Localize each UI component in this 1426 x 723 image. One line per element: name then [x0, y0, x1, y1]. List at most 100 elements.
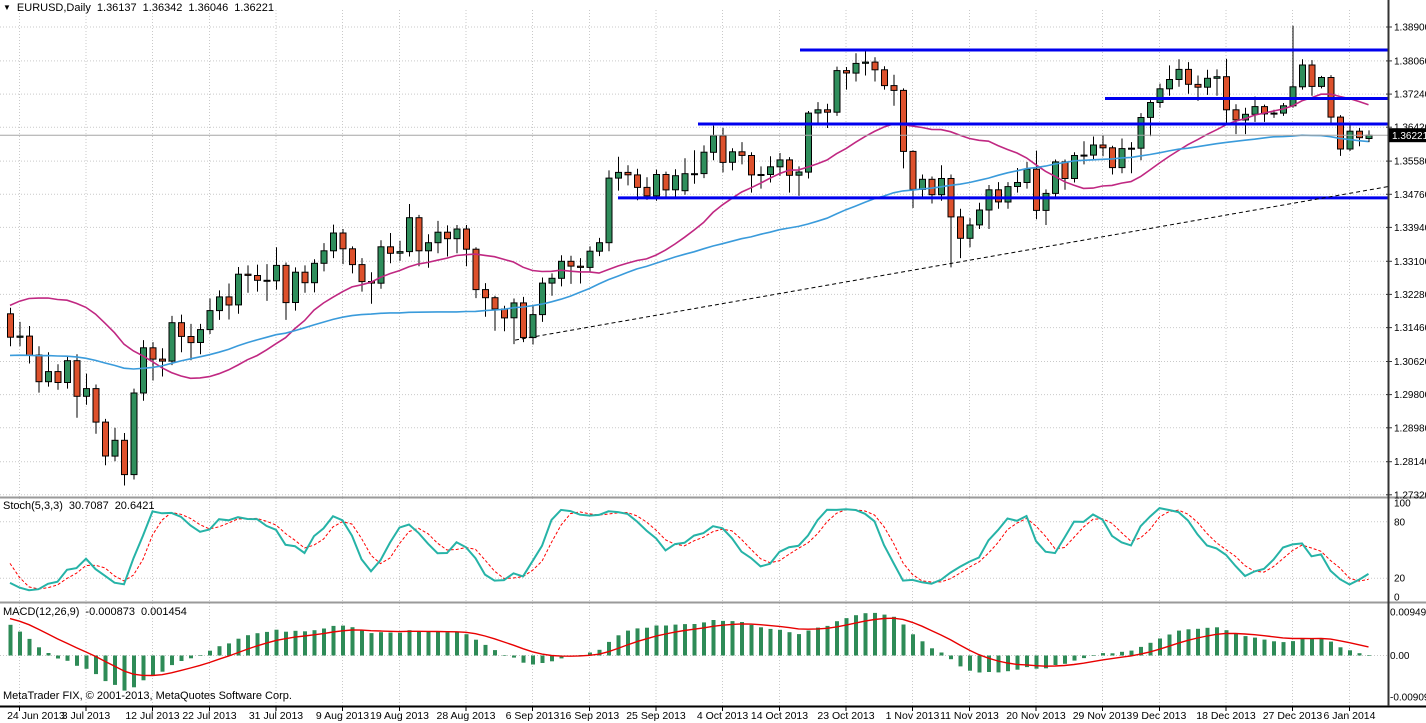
candle-body — [862, 61, 869, 64]
date-tick-label: 3 Jul 2013 — [62, 710, 111, 722]
candle-body — [1023, 168, 1031, 183]
stoch-name: Stoch(5,3,3) — [3, 500, 63, 512]
candle-body — [1109, 147, 1116, 169]
candle-body — [881, 69, 888, 87]
date-tick-label: 22 Jul 2013 — [182, 710, 236, 722]
macd-bar — [654, 625, 659, 656]
macd-bar — [1281, 642, 1286, 656]
macd-bar — [740, 622, 744, 656]
date-tick-label: 23 Oct 2013 — [817, 710, 874, 722]
macd-bar — [1338, 647, 1343, 656]
candle-body — [748, 155, 755, 176]
candle-body — [1251, 106, 1259, 115]
price-axis[interactable] — [1389, 0, 1426, 706]
macd-bar — [341, 625, 345, 656]
date-tick-label: 11 Nov 2013 — [940, 710, 999, 722]
macd-bar — [702, 622, 706, 656]
macd-bar — [303, 631, 307, 656]
macd-bar — [1300, 638, 1305, 656]
candle-body — [520, 302, 527, 339]
date-tick-label: 16 Sep 2013 — [560, 710, 620, 722]
candle-body — [900, 89, 907, 152]
date-axis[interactable] — [0, 707, 1426, 723]
candle-body — [577, 265, 584, 268]
candle-body — [795, 171, 803, 176]
macd-bar — [1215, 627, 1219, 656]
symbol-ohlc-header: ▼ EURUSD,Daily 1.36137 1.36342 1.36046 1.3622… — [3, 2, 280, 14]
candle-body — [890, 85, 898, 91]
macd-bar — [8, 624, 13, 656]
macd-bar — [312, 630, 317, 656]
candle-body — [73, 360, 81, 397]
candle-body — [425, 242, 432, 252]
symbol-dropdown-icon[interactable]: ▼ — [3, 3, 11, 12]
macd-bar — [436, 631, 440, 656]
candle-body — [1204, 77, 1211, 88]
candle-body — [358, 264, 366, 283]
macd-signal-line — [9, 617, 1369, 677]
candle-body — [928, 178, 936, 196]
macd-bar — [977, 655, 982, 673]
macd-bar — [360, 630, 364, 656]
date-tick-label: 9 Dec 2013 — [1133, 710, 1187, 722]
candle-body — [1213, 76, 1221, 79]
candle-body — [1356, 130, 1363, 139]
stoch-scale-label: 20 — [1394, 574, 1406, 585]
stoch-plot-area[interactable] — [0, 498, 1388, 602]
macd-bar — [1158, 638, 1162, 656]
macd-bar — [369, 633, 374, 656]
macd-bar — [1015, 655, 1020, 670]
candle-body — [824, 109, 831, 113]
macd-bar — [132, 655, 136, 688]
candle-body — [833, 70, 841, 113]
macd-bar — [113, 655, 117, 685]
macd-bar — [873, 612, 877, 656]
candle-body — [64, 360, 71, 384]
main-plot-area[interactable] — [0, 0, 1388, 497]
macd-bar — [1272, 641, 1276, 656]
candle-body — [453, 228, 461, 240]
candle-body — [491, 297, 499, 310]
macd-bar — [844, 618, 849, 656]
candle-body — [187, 336, 195, 344]
price-tick-label: 1.27320 — [1394, 490, 1426, 501]
candle-body — [776, 159, 784, 168]
macd-scale-label: -0.009095 — [1390, 693, 1426, 704]
macd-bar — [806, 630, 811, 656]
macd-bar — [559, 655, 564, 659]
macd-bar — [227, 643, 231, 656]
macd-bar — [996, 655, 1001, 673]
candle-body — [1147, 102, 1154, 118]
macd-bar — [265, 631, 269, 656]
candle-body — [909, 150, 917, 190]
trendline[interactable] — [514, 186, 1389, 341]
candle-body — [738, 151, 746, 156]
candle-body — [349, 248, 356, 266]
macd-bar — [1243, 636, 1248, 656]
macd-bar — [170, 655, 174, 666]
date-tick-label: 6 Jan 2014 — [1324, 710, 1376, 722]
date-tick-label: 31 Jul 2013 — [249, 710, 303, 722]
macd-bar — [797, 634, 801, 656]
ohlc-high: 1.36342 — [142, 2, 183, 14]
candle-body — [1071, 155, 1078, 179]
candle-body — [957, 216, 964, 239]
candle-body — [548, 277, 556, 284]
macd-bar — [920, 641, 925, 656]
macd-bar — [1224, 630, 1229, 656]
macd-bar — [474, 639, 478, 656]
macd-bar — [379, 632, 383, 656]
candle-body — [149, 347, 157, 360]
candle-body — [1014, 182, 1021, 187]
macd-bar — [483, 644, 488, 656]
macd-bar — [1167, 634, 1172, 656]
macd-bar — [1348, 650, 1352, 656]
price-tick-label: 1.38060 — [1394, 56, 1426, 67]
price-tick-label: 1.35580 — [1394, 157, 1426, 168]
candle-body — [539, 282, 546, 316]
macd-bar — [730, 621, 735, 656]
candle-body — [387, 246, 394, 254]
candle-body — [710, 135, 717, 153]
